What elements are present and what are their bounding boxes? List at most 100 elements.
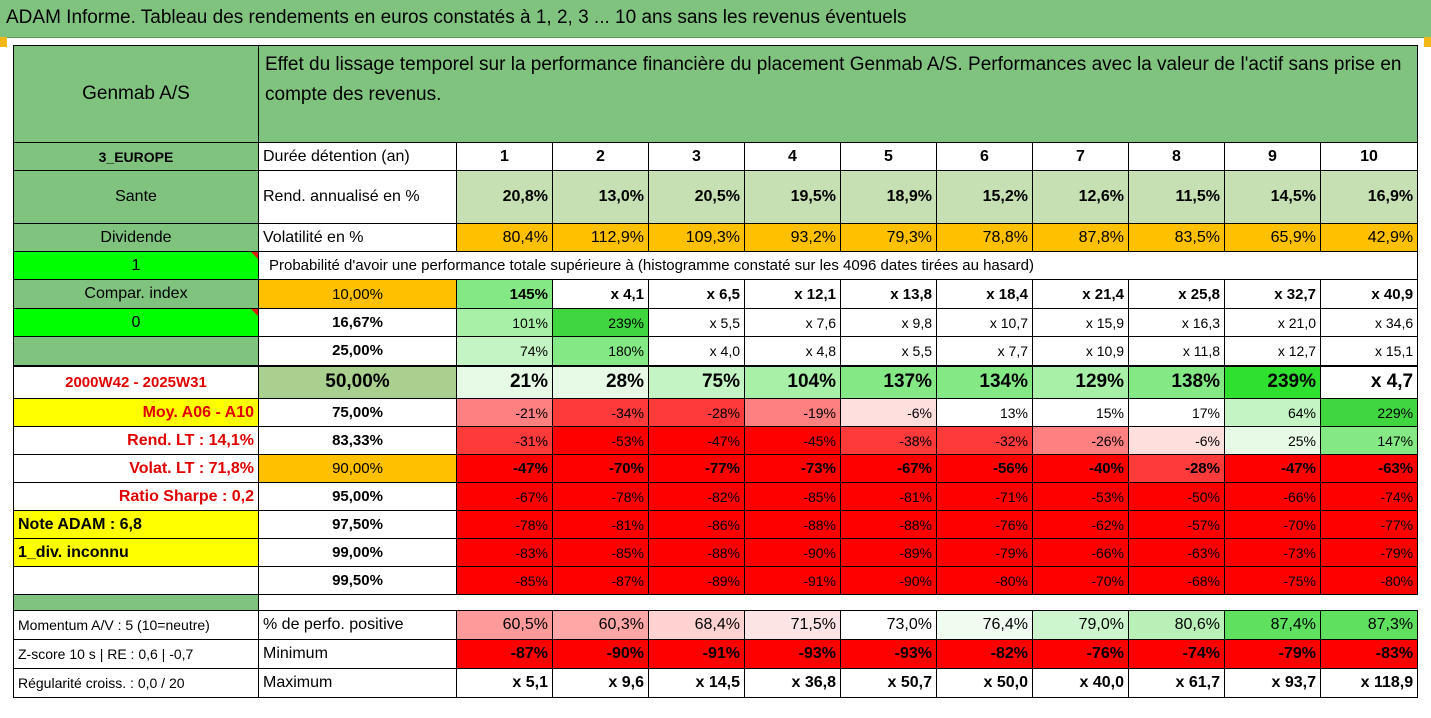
percentile-value: -70% xyxy=(552,454,649,483)
summary-value: -83% xyxy=(1319,639,1419,669)
percentile-value: -57% xyxy=(1128,510,1225,539)
percentile-value: 101% xyxy=(456,308,553,337)
probability-caption: Probabilité d'avoir une performance tota… xyxy=(258,251,1321,280)
summary-value: 71,5% xyxy=(744,610,841,640)
summary-value: x 36,8 xyxy=(744,668,841,698)
report-title: ADAM Informe. Tableau des rendements en … xyxy=(6,7,907,28)
volat-cell: 87,8% xyxy=(1032,223,1129,252)
green-spacer xyxy=(13,336,259,366)
volat-cell: 79,3% xyxy=(840,223,937,252)
percentile-value: x 4,1 xyxy=(552,279,649,309)
percentile-value: -80% xyxy=(936,566,1033,595)
percentile-value: x 12,1 xyxy=(744,279,841,309)
period-label: 2000W42 - 2025W31 xyxy=(13,364,259,399)
percentile-value: -26% xyxy=(1032,426,1129,455)
percentile-value: 229% xyxy=(1319,398,1419,427)
percentile-value: -73% xyxy=(1224,538,1321,567)
summary-left-label: Régularité croiss. : 0,0 / 20 xyxy=(13,668,259,698)
percentile-value: x 5,5 xyxy=(840,336,937,366)
percentile-value: x 7,7 xyxy=(936,336,1033,366)
company-name: Genmab A/S xyxy=(13,45,259,143)
percentile-value: -89% xyxy=(648,566,745,595)
percentile-value: 239% xyxy=(552,308,649,337)
percentile-value: x 21,0 xyxy=(1224,308,1321,337)
summary-value: x 14,5 xyxy=(648,668,745,698)
percentile-value: -56% xyxy=(936,454,1033,483)
title-bar: ADAM Informe. Tableau des rendements en … xyxy=(0,0,1431,38)
summary-value: 80,6% xyxy=(1128,610,1225,640)
volat-cell: 112,9% xyxy=(552,223,649,252)
percentile-value: -6% xyxy=(1128,426,1225,455)
year-header: 2 xyxy=(552,142,649,171)
percentile-label: 25,00% xyxy=(258,336,457,366)
rend-label: Rend. annualisé en % xyxy=(258,170,457,224)
empty-left-cell xyxy=(13,566,259,595)
percentile-label: 16,67% xyxy=(258,308,457,337)
summary-left-label: Momentum A/V : 5 (10=neutre) xyxy=(13,610,259,640)
percentile-row: Moy. A06 - A10 75,00% -21% -34% -28% -19% -6% 1… xyxy=(13,398,1419,427)
dividend-label: Dividende xyxy=(13,223,259,252)
performance-table: Genmab A/S Effet du lissage temporel sur… xyxy=(13,45,1419,698)
percentile-value: -19% xyxy=(744,398,841,427)
percentile-value: -78% xyxy=(456,510,553,539)
percentile-value: x 25,8 xyxy=(1128,279,1225,309)
percentile-label: 99,00% xyxy=(258,538,457,567)
summary-value: -93% xyxy=(744,639,841,669)
percentile-value: -45% xyxy=(744,426,841,455)
percentile-row: 99,50% -85% -87% -89% -91% -90% -80% -70% -68% -7… xyxy=(13,566,1419,595)
percentile-value: -85% xyxy=(456,566,553,595)
percentile-value: -90% xyxy=(744,538,841,567)
percentile-value: 180% xyxy=(552,336,649,366)
sector-label: Sante xyxy=(13,170,259,224)
percentile-value: -77% xyxy=(1319,510,1419,539)
percentile-value: 64% xyxy=(1224,398,1321,427)
year-header: 3 xyxy=(648,142,745,171)
volat-cell: 65,9% xyxy=(1224,223,1321,252)
volat-lt-label: Volat. LT : 71,8% xyxy=(13,454,259,483)
percentile-value: -63% xyxy=(1128,538,1225,567)
percentile-row: 1_div. inconnu 99,00% -83% -85% -88% -90% -89%… xyxy=(13,538,1419,567)
percentile-row: 25,00% 74% 180% x 4,0 x 4,8 x 5,5 x 7,7 x 10,9 x… xyxy=(13,336,1419,366)
percentile-value: -40% xyxy=(1032,454,1129,483)
percentile-value: x 15,9 xyxy=(1032,308,1129,337)
percentile-value: x 12,7 xyxy=(1224,336,1321,366)
summary-value: x 50,7 xyxy=(840,668,937,698)
percentile-value: -88% xyxy=(744,510,841,539)
summary-value: -90% xyxy=(552,639,649,669)
percentile-row: Ratio Sharpe : 0,2 95,00% -67% -78% -82% -85%… xyxy=(13,482,1419,511)
summary-row: Z-score 10 s | RE : 0,6 | -0,7 Minimum -87… xyxy=(13,639,1419,669)
sharpe-label: Ratio Sharpe : 0,2 xyxy=(13,482,259,511)
year-header: 10 xyxy=(1319,142,1419,171)
percentile-value: x 40,9 xyxy=(1319,279,1419,309)
percentile-value: x 11,8 xyxy=(1128,336,1225,366)
summary-value: x 93,7 xyxy=(1224,668,1321,698)
summary-value: x 118,9 xyxy=(1319,668,1419,698)
percentile-value: x 32,7 xyxy=(1224,279,1321,309)
summary-value: 60,3% xyxy=(552,610,649,640)
compar-index-value[interactable]: 0 xyxy=(13,308,259,337)
volat-cell: 109,3% xyxy=(648,223,745,252)
percentile-value: -86% xyxy=(648,510,745,539)
percentile-label: 50,00% xyxy=(258,364,457,399)
summary-value: 76,4% xyxy=(936,610,1033,640)
percentile-value: -70% xyxy=(1224,510,1321,539)
volat-cell: 80,4% xyxy=(456,223,553,252)
summary-value: -91% xyxy=(648,639,745,669)
percentile-value: -70% xyxy=(1032,566,1129,595)
percentile-value: -85% xyxy=(552,538,649,567)
percentile-value: -79% xyxy=(1319,538,1419,567)
percentile-value: x 10,7 xyxy=(936,308,1033,337)
rend-cell: 16,9% xyxy=(1319,170,1419,224)
percentile-value: x 5,5 xyxy=(648,308,745,337)
percentile-value: x 15,1 xyxy=(1319,336,1419,366)
percentile-value: 74% xyxy=(456,336,553,366)
percentile-value: x 34,6 xyxy=(1319,308,1419,337)
percentile-value: -81% xyxy=(840,482,937,511)
percentile-value: -68% xyxy=(1128,566,1225,595)
summary-row: Régularité croiss. : 0,0 / 20 Maximum x 5,… xyxy=(13,668,1419,698)
percentile-value: x 13,8 xyxy=(840,279,937,309)
region-label: 3_EUROPE xyxy=(13,142,259,171)
dividend-value-cell[interactable]: 1 xyxy=(13,251,259,280)
note-adam-label: Note ADAM : 6,8 xyxy=(13,510,259,539)
percentile-value: 147% xyxy=(1319,426,1419,455)
